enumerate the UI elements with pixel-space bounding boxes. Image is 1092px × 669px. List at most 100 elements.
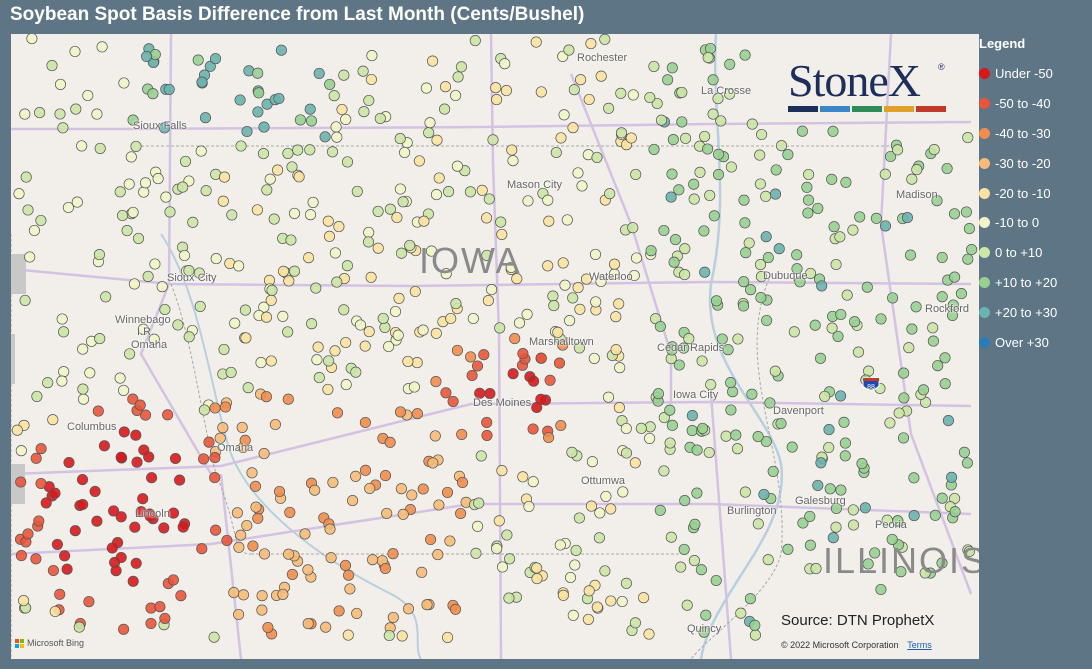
basis-data-point[interactable] — [130, 557, 142, 569]
basis-data-point[interactable] — [237, 589, 250, 601]
basis-data-point[interactable] — [962, 132, 974, 144]
basis-data-point[interactable] — [42, 377, 54, 389]
basis-data-point[interactable] — [198, 453, 210, 465]
basis-data-point[interactable] — [455, 61, 467, 73]
basis-data-point[interactable] — [73, 621, 85, 633]
basis-data-point[interactable] — [158, 522, 170, 534]
basis-data-point[interactable] — [782, 543, 794, 555]
basis-data-point[interactable] — [338, 69, 350, 81]
basis-data-point[interactable] — [724, 88, 736, 100]
basis-data-point[interactable] — [22, 204, 34, 216]
basis-data-point[interactable] — [620, 577, 632, 589]
basis-data-point[interactable] — [324, 523, 336, 535]
basis-data-point[interactable] — [669, 234, 682, 246]
basis-data-point[interactable] — [885, 150, 897, 163]
basis-data-point[interactable] — [511, 273, 523, 285]
basis-data-point[interactable] — [794, 276, 806, 288]
basis-data-point[interactable] — [617, 486, 629, 498]
basis-data-point[interactable] — [603, 102, 615, 114]
basis-data-point[interactable] — [472, 520, 484, 532]
basis-data-point[interactable] — [613, 402, 625, 414]
basis-data-point[interactable] — [115, 451, 127, 463]
basis-data-point[interactable] — [870, 212, 882, 224]
basis-data-point[interactable] — [444, 535, 456, 547]
basis-data-point[interactable] — [258, 548, 271, 560]
basis-data-point[interactable] — [901, 212, 913, 224]
basis-data-point[interactable] — [919, 567, 931, 579]
basis-data-point[interactable] — [331, 407, 344, 419]
basis-data-point[interactable] — [738, 276, 750, 288]
basis-data-point[interactable] — [363, 94, 375, 107]
basis-data-point[interactable] — [363, 326, 375, 338]
basis-data-point[interactable] — [699, 130, 711, 142]
basis-data-point[interactable] — [724, 58, 736, 70]
basis-data-point[interactable] — [305, 115, 318, 127]
basis-data-point[interactable] — [253, 87, 265, 99]
basis-data-point[interactable] — [528, 375, 540, 387]
basis-data-point[interactable] — [277, 265, 290, 277]
basis-data-point[interactable] — [152, 173, 164, 185]
basis-data-point[interactable] — [932, 360, 944, 372]
basis-data-point[interactable] — [208, 631, 220, 643]
basis-data-point[interactable] — [754, 149, 766, 161]
basis-data-point[interactable] — [77, 393, 90, 405]
basis-data-point[interactable] — [162, 409, 174, 421]
basis-data-point[interactable] — [651, 97, 663, 110]
basis-data-point[interactable] — [233, 608, 245, 621]
basis-data-point[interactable] — [963, 545, 975, 558]
basis-data-point[interactable] — [673, 359, 685, 371]
basis-data-point[interactable] — [679, 495, 691, 507]
basis-data-point[interactable] — [557, 257, 569, 269]
basis-data-point[interactable] — [906, 323, 918, 335]
basis-data-point[interactable] — [835, 484, 847, 496]
basis-data-point[interactable] — [816, 280, 828, 292]
basis-data-point[interactable] — [22, 528, 34, 540]
basis-data-point[interactable] — [309, 484, 321, 496]
basis-data-point[interactable] — [688, 555, 700, 567]
basis-data-point[interactable] — [147, 88, 159, 100]
basis-data-point[interactable] — [384, 203, 396, 215]
basis-data-point[interactable] — [570, 544, 582, 556]
basis-data-point[interactable] — [303, 252, 315, 264]
basis-data-point[interactable] — [610, 344, 622, 356]
basis-data-point[interactable] — [427, 55, 439, 67]
basis-data-point[interactable] — [942, 415, 954, 427]
basis-data-point[interactable] — [470, 547, 482, 559]
basis-data-point[interactable] — [573, 342, 585, 354]
basis-data-point[interactable] — [323, 230, 336, 242]
basis-data-point[interactable] — [395, 247, 408, 259]
basis-data-point[interactable] — [397, 196, 409, 208]
basis-data-point[interactable] — [430, 189, 443, 201]
basis-data-point[interactable] — [148, 333, 160, 345]
basis-data-point[interactable] — [695, 564, 707, 576]
basis-data-point[interactable] — [589, 248, 602, 260]
basis-data-point[interactable] — [481, 416, 493, 428]
basis-data-point[interactable] — [11, 424, 23, 436]
basis-data-point[interactable] — [802, 207, 814, 219]
basis-data-point[interactable] — [329, 247, 341, 259]
basis-data-point[interactable] — [445, 312, 457, 325]
basis-data-point[interactable] — [484, 388, 496, 400]
basis-data-point[interactable] — [702, 51, 714, 64]
basis-data-point[interactable] — [192, 54, 204, 66]
basis-data-point[interactable] — [293, 171, 305, 183]
basis-data-point[interactable] — [754, 259, 767, 271]
basis-data-point[interactable] — [124, 348, 136, 360]
basis-data-point[interactable] — [557, 339, 569, 351]
basis-data-point[interactable] — [852, 346, 865, 358]
basis-data-point[interactable] — [294, 114, 306, 126]
basis-data-point[interactable] — [61, 563, 73, 575]
basis-data-point[interactable] — [251, 204, 263, 216]
basis-data-point[interactable] — [703, 446, 715, 459]
basis-data-point[interactable] — [424, 117, 436, 129]
basis-data-point[interactable] — [644, 91, 656, 104]
map-canvas[interactable] — [11, 34, 979, 659]
basis-data-point[interactable] — [491, 94, 503, 106]
basis-data-point[interactable] — [758, 488, 770, 500]
basis-data-point[interactable] — [221, 534, 233, 546]
basis-data-point[interactable] — [110, 565, 122, 577]
basis-data-point[interactable] — [286, 161, 298, 173]
basis-data-point[interactable] — [707, 74, 719, 86]
basis-data-point[interactable] — [493, 515, 505, 527]
basis-data-point[interactable] — [762, 554, 774, 566]
